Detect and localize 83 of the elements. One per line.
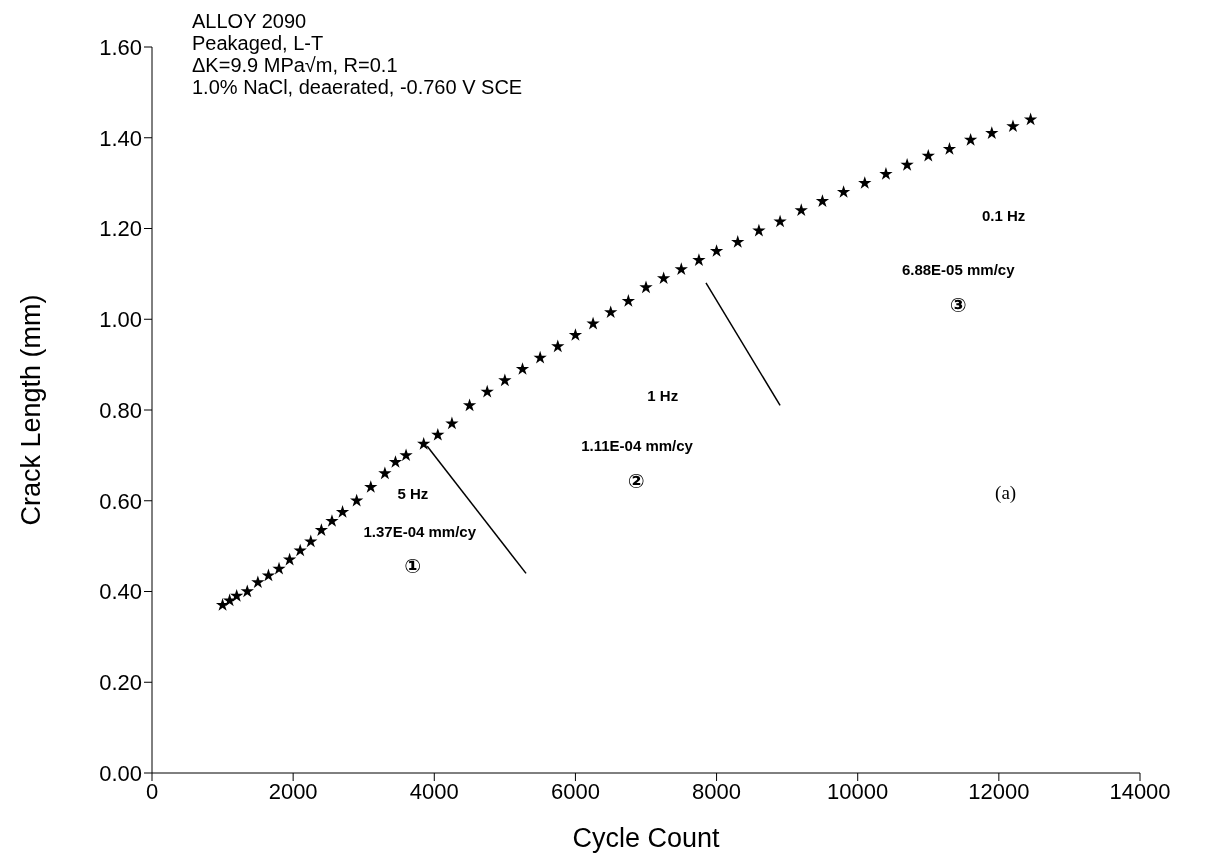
point — [480, 384, 494, 398]
x-tick-label: 6000 — [550, 778, 600, 804]
point — [230, 589, 244, 602]
y-tick-label: 0.00 — [99, 760, 142, 786]
point — [261, 568, 276, 582]
point — [325, 514, 339, 527]
point — [293, 543, 307, 557]
point — [364, 480, 378, 493]
point — [836, 185, 851, 198]
point — [709, 244, 724, 257]
annotation: 6.88E-05 mm/cy — [901, 260, 1015, 278]
point — [378, 466, 392, 480]
point — [272, 561, 286, 575]
annotation: ③ — [949, 293, 967, 318]
x-tick-label: 12000 — [968, 778, 1030, 804]
point — [350, 493, 364, 507]
point — [604, 305, 618, 319]
point — [1006, 119, 1020, 133]
y-tick-label: 0.40 — [99, 579, 142, 605]
point — [399, 448, 413, 462]
x-tick-label: 10000 — [827, 778, 889, 804]
point — [900, 157, 914, 171]
point — [304, 534, 318, 548]
point — [921, 148, 935, 162]
annotation: 1 Hz — [647, 386, 679, 404]
point — [1023, 112, 1038, 126]
annotation: ΔK=9.9 MPa√m, R=0.1 — [192, 54, 399, 76]
annotation: 1.11E-04 mm/cy — [581, 436, 693, 454]
annotation: 1.0% NaCl, deaerated, -0.760 V SCE — [192, 76, 523, 98]
point — [515, 362, 530, 375]
point — [985, 126, 999, 139]
y-tick-label: 0.80 — [99, 397, 142, 423]
point — [752, 223, 766, 237]
y-tick-label: 1.00 — [99, 307, 142, 333]
y-tick-label: 1.20 — [99, 216, 142, 242]
point — [445, 416, 459, 430]
point — [656, 271, 671, 285]
annotation: 0.1 Hz — [981, 206, 1026, 224]
y-tick-label: 1.60 — [99, 34, 142, 60]
point — [963, 133, 978, 146]
y-tick-label: 0.20 — [99, 670, 142, 696]
point — [815, 194, 830, 207]
x-axis-title: Cycle Count — [572, 823, 721, 853]
point — [621, 294, 636, 307]
point — [551, 339, 565, 353]
annotation: ② — [627, 469, 645, 494]
point — [498, 373, 512, 387]
point — [431, 427, 445, 441]
x-tick-label: 8000 — [692, 778, 742, 804]
annotation: 5 Hz — [397, 484, 429, 502]
y-tick-label: 0.60 — [99, 488, 142, 514]
point — [335, 505, 350, 518]
point — [674, 262, 688, 275]
point — [692, 253, 706, 266]
point — [533, 350, 547, 364]
point — [879, 167, 893, 180]
point — [388, 455, 403, 468]
x-tick-label: 4000 — [409, 778, 459, 804]
point — [215, 598, 230, 611]
point — [568, 328, 583, 341]
point — [858, 176, 872, 189]
point — [794, 203, 808, 217]
chart-title: ALLOY 2090 — [192, 10, 308, 32]
y-tick-label: 1.40 — [99, 125, 142, 151]
point — [731, 235, 745, 248]
annotation: ① — [404, 554, 422, 579]
point — [462, 398, 477, 412]
point — [314, 523, 329, 536]
x-tick-label: 2000 — [268, 778, 318, 804]
x-tick-label: 14000 — [1109, 778, 1171, 804]
annotation: Peakaged, L-T — [192, 32, 325, 54]
point — [942, 142, 957, 155]
y-axis-title: Crack Length (mm) — [15, 294, 46, 526]
point — [639, 280, 653, 294]
point — [240, 584, 254, 598]
annotation: 1.37E-04 mm/cy — [363, 522, 477, 540]
point — [251, 575, 265, 589]
annotation: (a) — [995, 481, 1017, 504]
point — [282, 552, 297, 566]
point — [222, 593, 237, 607]
x-tick-label: 0 — [145, 778, 159, 804]
point — [586, 316, 600, 330]
point — [417, 437, 431, 450]
